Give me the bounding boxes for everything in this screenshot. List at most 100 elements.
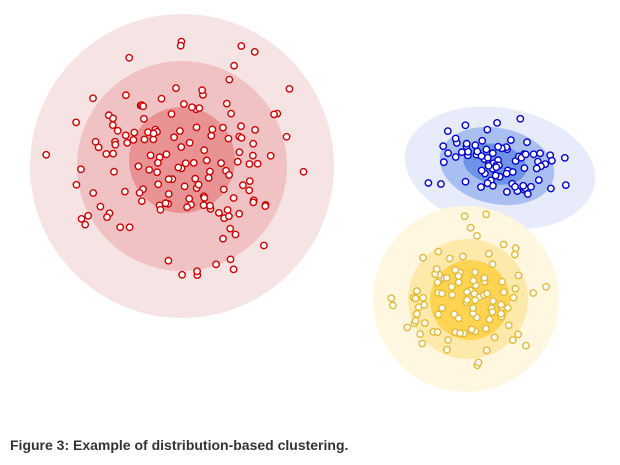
- yellow-data-point: [387, 294, 396, 303]
- red-data-point: [199, 201, 208, 210]
- blue-data-point: [488, 149, 497, 158]
- yellow-data-point: [499, 288, 508, 297]
- yellow-data-point: [499, 240, 508, 249]
- yellow-data-point: [444, 336, 452, 344]
- yellow-data-point: [510, 250, 519, 259]
- yellow-data-point: [483, 289, 491, 298]
- yellow-data-point: [498, 277, 506, 286]
- red-data-point: [224, 212, 233, 221]
- blue-data-point: [443, 127, 452, 136]
- red-data-point: [245, 186, 254, 195]
- red-data-point: [125, 223, 134, 232]
- yellow-data-point: [411, 316, 420, 325]
- red-data-point: [207, 131, 216, 140]
- red-data-point: [237, 133, 246, 142]
- yellow-data-point: [471, 268, 479, 277]
- red-data-point: [200, 193, 209, 202]
- yellow-data-point: [419, 253, 427, 262]
- red-data-point: [225, 75, 234, 84]
- red-data-point: [251, 125, 260, 134]
- red-data-point: [111, 140, 120, 149]
- red-data-point: [89, 189, 98, 197]
- blue-data-point: [534, 176, 543, 185]
- red-data-point: [172, 84, 180, 93]
- blue-data-point: [451, 153, 460, 161]
- red-data-point: [219, 123, 227, 132]
- red-points: [42, 37, 308, 279]
- red-data-point: [161, 199, 170, 208]
- yellow-data-point: [456, 329, 464, 338]
- blue-data-point: [560, 153, 569, 162]
- red-data-point: [178, 270, 187, 279]
- yellow-data-point: [454, 272, 463, 280]
- figure-caption: Figure 3: Example of distribution-based …: [10, 437, 349, 453]
- red-data-point: [193, 267, 202, 276]
- red-data-point: [188, 103, 196, 112]
- red-data-point: [181, 159, 190, 168]
- red-data-point: [130, 128, 139, 137]
- red-data-point: [167, 110, 176, 118]
- yellow-data-point: [388, 301, 397, 310]
- red-data-point: [205, 167, 214, 176]
- yellow-data-point: [445, 254, 454, 263]
- yellow-data-point: [418, 339, 427, 348]
- red-data-point: [238, 181, 247, 190]
- yellow-data-point: [433, 278, 442, 287]
- yellow-data-point: [529, 289, 538, 297]
- red-data-point: [139, 102, 148, 111]
- yellow-data-point: [504, 321, 513, 330]
- blue-data-point: [523, 138, 531, 147]
- blue-data-point: [527, 182, 535, 191]
- yellow-data-point: [542, 282, 550, 291]
- blue-data-point: [491, 171, 500, 180]
- red-data-point: [94, 143, 103, 152]
- yellow-data-point: [511, 284, 520, 293]
- red-data-point: [206, 201, 214, 210]
- red-data-point: [42, 150, 51, 159]
- red-data-point: [204, 173, 213, 182]
- red-data-point: [230, 61, 239, 70]
- yellow-data-point: [460, 212, 469, 221]
- blue-data-point: [478, 136, 487, 145]
- yellow-data-point: [454, 314, 463, 323]
- blue-data-point: [457, 148, 466, 157]
- blue-data-point: [439, 142, 448, 151]
- red-data-point: [113, 126, 122, 135]
- yellow-cluster: [373, 206, 559, 392]
- blue-data-point: [473, 147, 482, 156]
- yellow-data-point: [466, 223, 475, 232]
- blue-data-point: [521, 150, 530, 159]
- yellow-data-point: [420, 319, 429, 327]
- yellow-data-point: [485, 315, 494, 324]
- red-data-point: [180, 182, 189, 191]
- red-data-point: [103, 213, 111, 222]
- red-data-point: [245, 160, 254, 168]
- blue-data-point: [451, 134, 460, 143]
- yellow-data-point: [482, 346, 491, 355]
- red-data-point: [146, 151, 155, 160]
- red-cluster: [30, 14, 334, 318]
- red-data-point: [192, 123, 201, 132]
- blue-data-point: [477, 166, 486, 175]
- red-data-point: [125, 53, 134, 62]
- red-data-point: [198, 86, 207, 95]
- red-data-point: [223, 206, 232, 214]
- red-data-point: [81, 220, 90, 229]
- red-data-point: [235, 148, 244, 157]
- yellow-data-point: [432, 265, 441, 273]
- yellow-data-point: [480, 273, 489, 282]
- yellow-data-point: [411, 294, 420, 303]
- yellow-data-point: [469, 276, 478, 285]
- blue-data-point: [477, 183, 485, 191]
- blue-data-point: [493, 119, 501, 127]
- red-data-point: [248, 151, 257, 160]
- red-data-point: [270, 110, 278, 119]
- yellow-data-point: [419, 293, 427, 302]
- red-data-point: [259, 241, 268, 250]
- blue-data-point: [494, 142, 502, 151]
- red-data-point: [226, 224, 235, 233]
- blue-data-point: [532, 164, 541, 173]
- red-data-point: [170, 133, 179, 142]
- red-data-point: [250, 48, 259, 56]
